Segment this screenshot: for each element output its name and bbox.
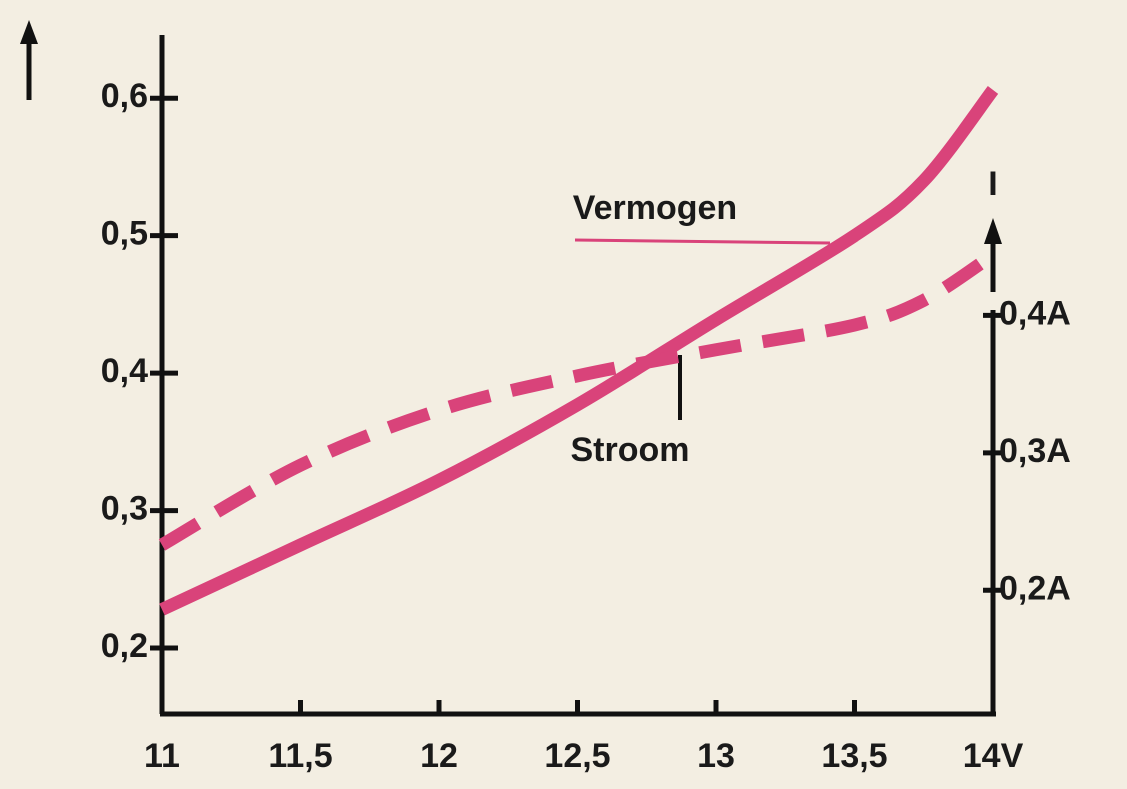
x-tick-label: 13 (697, 737, 735, 775)
y-tick-label: 0,6 (101, 77, 148, 115)
line-series (159, 86, 999, 616)
series-label: Vermogen (573, 189, 737, 227)
line-series (158, 249, 997, 551)
y2-tick-label: 0,2A (999, 569, 1071, 607)
y2-tick-label: 0,4A (999, 294, 1071, 332)
y-tick-label: 0,5 (101, 215, 148, 253)
y2-tick-label: 0,3A (999, 432, 1071, 470)
leader-line (574, 238, 831, 245)
y-tick-label: 0,4 (101, 352, 148, 390)
y-tick-label: 0,2 (101, 627, 148, 665)
y-tick-label: 0,3 (101, 490, 148, 528)
x-tick-label: 12 (420, 737, 458, 775)
y2-axis-label: I (988, 165, 997, 203)
y-arrow-head (20, 20, 38, 44)
series-label: Stroom (571, 431, 690, 469)
x-tick-label: 14V (963, 737, 1024, 775)
x-tick-label: 13,5 (821, 737, 887, 775)
x-tick-label: 11 (144, 737, 180, 775)
x-tick-label: 12,5 (544, 737, 610, 775)
y2-arrow-head (984, 218, 1002, 244)
x-tick-label: 11,5 (268, 737, 332, 775)
